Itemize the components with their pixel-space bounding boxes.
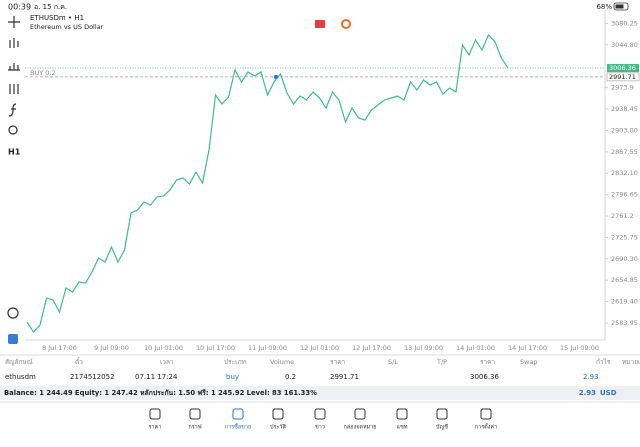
settings-tool[interactable] [9,84,19,94]
status-time: 00:39 [8,3,31,12]
nav-label[interactable]: แชท [397,424,408,431]
nav-icon[interactable] [480,408,492,420]
nav-icon[interactable] [396,408,408,420]
x-tick-label: 12 Jul 01:00 [300,344,339,352]
table-header: ราคา [480,358,495,366]
candle-tool[interactable] [9,38,19,48]
table-header: Volume [270,358,294,366]
shapes-tool[interactable] [8,125,18,135]
table-cell: ethusdm [5,373,36,381]
nav-icon[interactable] [314,408,326,420]
nav-label[interactable]: การซื้อขาย [225,423,251,431]
table-header: Swap [520,358,538,366]
nav-icon[interactable] [354,408,366,420]
y-tick-label: 2938.45 [611,105,638,113]
indicator-tool[interactable] [8,63,20,71]
buy-button[interactable] [341,19,351,29]
y-tick-label: 3080.25 [611,19,638,27]
nav-icon[interactable] [189,408,201,420]
battery-level [615,4,624,9]
nav-label[interactable]: ประวัติ [270,424,286,431]
x-tick-label: 13 Jul 09:00 [404,344,443,352]
function-tool[interactable] [8,103,17,117]
x-tick-label: 10 Jul 01:00 [144,344,183,352]
bid-label: 3006.36 [609,64,636,72]
balance-band [0,386,640,400]
x-tick-label: 14 Jul 17:00 [508,344,547,352]
table-header: หมายเหตุ [622,358,640,366]
zoom-tool[interactable] [7,307,19,319]
battery: 68% [596,3,612,11]
toolbar: H1 [7,16,21,344]
entry-marker [274,74,278,79]
y-tick-label: 2619.40 [611,298,638,306]
open-label: 2991.71 [609,73,636,81]
table-header: T/P [436,358,447,366]
table-header: ตั๋ว [75,357,83,366]
table-cell: buy [226,373,239,381]
currency: USD [600,389,617,397]
table-header: ประเภท [224,358,246,366]
y-tick-label: 2832.10 [611,169,638,177]
y-tick-label: 2583.95 [611,319,638,327]
y-tick-label: 2761.2 [611,212,634,220]
table-cell: 07.11 17:24 [135,373,178,381]
x-tick-label: 9 Jul 09:00 [94,344,129,352]
table-cell: 0.2 [285,373,296,381]
y-tick-label: 2690.30 [611,255,638,263]
y-tick-label: 2867.55 [611,148,638,156]
nav-label[interactable]: บัญชี [436,424,448,431]
trade-tool[interactable] [8,334,18,344]
nav-icon[interactable] [272,408,284,420]
nav-label[interactable]: ข่าว [315,425,325,431]
y-tick-label: 2654.85 [611,276,638,284]
table-header: สัญลักษณ์ [5,358,33,366]
table-cell: 2174512052 [70,373,115,381]
nav-label[interactable]: ราคา [149,425,162,431]
crosshair-tool[interactable] [8,16,20,28]
nav-icon[interactable] [232,408,244,420]
x-tick-label: 12 Jul 17:00 [352,344,391,352]
nav-label[interactable]: กล่องจดหมาย [343,425,376,431]
battery-icon [613,2,629,11]
y-tick-label: 2796.65 [611,191,638,199]
status-date: อ. 15 ก.ค. [34,3,67,11]
balance-line: Balance: 1 244.49 Equity: 1 247.42 หลักป… [4,389,317,397]
table-header: S/L [388,358,398,366]
price-line [26,33,509,334]
nav-icon[interactable] [149,408,161,420]
y-tick-label: 3044.80 [611,41,638,49]
timeframe[interactable]: H1 [8,148,21,157]
x-tick-label: 8 Jul 17:00 [42,344,77,352]
nav-icon[interactable] [436,408,448,420]
x-tick-label: 10 Jul 17:00 [196,344,235,352]
table-header: กำไร [596,358,611,366]
table-header: เวลา [160,358,174,366]
table-cell: 3006.36 [470,373,499,381]
symbol: ETHUSDm • H1 [30,14,84,22]
y-tick-label: 2725.75 [611,233,638,241]
x-tick-label: 15 Jul 09:00 [560,344,599,352]
x-tick-label: 11 Jul 09:00 [248,344,287,352]
total-profit: 2.93 [579,389,596,397]
bid-tag [607,64,639,73]
nav-label[interactable]: การตั้งค่า [475,423,497,431]
table-cell: 2991.71 [330,373,359,381]
description: Ethereum vs US Dollar [30,23,104,31]
y-tick-label: 2973.9 [611,84,634,92]
open-tag [606,72,640,82]
position-label: BUY 0.2 [30,69,56,77]
nav-label[interactable]: กราฟ [188,424,201,431]
sell-button[interactable] [315,20,325,28]
table-header: ราคา [330,358,345,366]
x-tick-label: 14 Jul 01:00 [456,344,495,352]
table-cell: 2.93 [583,373,599,381]
y-tick-label: 2903.00 [611,126,638,134]
